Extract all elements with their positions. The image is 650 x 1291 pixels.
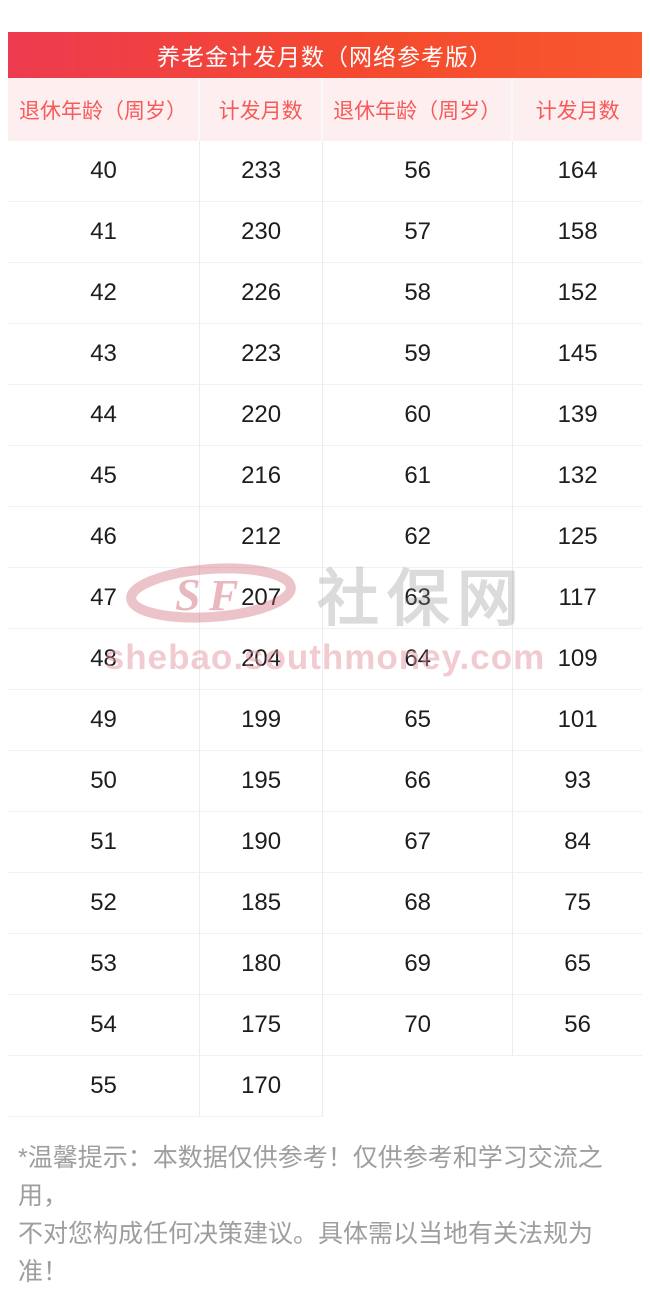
cell-retire-age: 47 bbox=[8, 568, 201, 629]
table-row: 45 216 61 132 bbox=[8, 446, 642, 507]
cell-months: 212 bbox=[200, 507, 324, 568]
cell-retire-age: 46 bbox=[8, 507, 201, 568]
cell-months: 145 bbox=[513, 324, 642, 385]
cell-months: 204 bbox=[200, 629, 324, 690]
table-body: 40 233 56 164 41 230 57 158 42 226 58 152 43 223 59 145… bbox=[8, 141, 642, 1117]
cell-months: 185 bbox=[200, 873, 324, 934]
table-row: 49 199 65 101 bbox=[8, 690, 642, 751]
table-row: 44 220 60 139 bbox=[8, 385, 642, 446]
cell-retire-age: 59 bbox=[323, 324, 514, 385]
table-row: 46 212 62 125 bbox=[8, 507, 642, 568]
cell-months: 84 bbox=[513, 812, 642, 873]
table-row: 52 185 68 75 bbox=[8, 873, 642, 934]
cell-months: 220 bbox=[200, 385, 324, 446]
cell-retire-age bbox=[323, 1056, 513, 1117]
disclaimer-line1: *温馨提示：本数据仅供参考！仅供参考和学习交流之用， bbox=[18, 1144, 603, 1210]
cell-retire-age: 57 bbox=[323, 202, 514, 263]
cell-retire-age: 49 bbox=[8, 690, 201, 751]
cell-retire-age: 42 bbox=[8, 263, 201, 324]
table-row: 51 190 67 84 bbox=[8, 812, 642, 873]
cell-retire-age: 51 bbox=[8, 812, 201, 873]
cell-months: 93 bbox=[513, 751, 642, 812]
cell-months: 230 bbox=[200, 202, 324, 263]
cell-retire-age: 60 bbox=[323, 385, 514, 446]
table-row: 47 207 63 117 bbox=[8, 568, 642, 629]
cell-retire-age: 68 bbox=[323, 873, 514, 934]
cell-months: 75 bbox=[513, 873, 642, 934]
table-row: 50 195 66 93 bbox=[8, 751, 642, 812]
table-row: 54 175 70 56 bbox=[8, 995, 642, 1056]
cell-months: 226 bbox=[200, 263, 324, 324]
cell-retire-age: 62 bbox=[323, 507, 514, 568]
cell-retire-age: 48 bbox=[8, 629, 201, 690]
cell-months: 139 bbox=[513, 385, 642, 446]
cell-retire-age: 64 bbox=[323, 629, 514, 690]
cell-retire-age: 43 bbox=[8, 324, 201, 385]
title-banner: 养老金计发月数（网络参考版） bbox=[8, 32, 642, 78]
cell-retire-age: 44 bbox=[8, 385, 201, 446]
cell-months bbox=[513, 1056, 642, 1117]
cell-retire-age: 52 bbox=[8, 873, 201, 934]
table-row: 48 204 64 109 bbox=[8, 629, 642, 690]
table-row: 53 180 69 65 bbox=[8, 934, 642, 995]
cell-retire-age: 41 bbox=[8, 202, 201, 263]
cell-months: 109 bbox=[513, 629, 642, 690]
cell-months: 164 bbox=[513, 141, 642, 202]
cell-retire-age: 66 bbox=[323, 751, 514, 812]
cell-months: 170 bbox=[200, 1056, 324, 1117]
cell-retire-age: 65 bbox=[323, 690, 514, 751]
cell-months: 195 bbox=[200, 751, 324, 812]
disclaimer-line2: 不对您构成任何决策建议。具体需以当地有关法规为准！ bbox=[18, 1220, 594, 1286]
cell-months: 180 bbox=[200, 934, 324, 995]
cell-months: 125 bbox=[513, 507, 642, 568]
cell-months: 223 bbox=[200, 324, 324, 385]
cell-months: 175 bbox=[200, 995, 324, 1056]
cell-months: 132 bbox=[513, 446, 642, 507]
cell-retire-age: 55 bbox=[8, 1056, 201, 1117]
table-row: 55 170 bbox=[8, 1056, 642, 1117]
cell-retire-age: 61 bbox=[323, 446, 514, 507]
cell-months: 199 bbox=[200, 690, 324, 751]
cell-months: 158 bbox=[513, 202, 642, 263]
table-header-row: 退休年龄（周岁） 计发月数 退休年龄（周岁） 计发月数 bbox=[8, 78, 642, 141]
page-title: 养老金计发月数（网络参考版） bbox=[157, 44, 493, 70]
header-cell-retire-age-right: 退休年龄（周岁） bbox=[323, 78, 514, 141]
cell-retire-age: 63 bbox=[323, 568, 514, 629]
cell-retire-age: 69 bbox=[323, 934, 514, 995]
cell-retire-age: 40 bbox=[8, 141, 201, 202]
table-row: 43 223 59 145 bbox=[8, 324, 642, 385]
table-row: 42 226 58 152 bbox=[8, 263, 642, 324]
table-row: 41 230 57 158 bbox=[8, 202, 642, 263]
cell-retire-age: 45 bbox=[8, 446, 201, 507]
cell-retire-age: 58 bbox=[323, 263, 514, 324]
cell-months: 65 bbox=[513, 934, 642, 995]
header-cell-months-left: 计发月数 bbox=[200, 78, 324, 141]
table-row: 40 233 56 164 bbox=[8, 141, 642, 202]
cell-months: 233 bbox=[200, 141, 324, 202]
cell-months: 56 bbox=[513, 995, 642, 1056]
cell-months: 101 bbox=[513, 690, 642, 751]
cell-months: 152 bbox=[513, 263, 642, 324]
pension-months-table: 退休年龄（周岁） 计发月数 退休年龄（周岁） 计发月数 40 233 56 164 41… bbox=[8, 78, 642, 1117]
cell-retire-age: 53 bbox=[8, 934, 201, 995]
cell-retire-age: 56 bbox=[323, 141, 514, 202]
cell-retire-age: 54 bbox=[8, 995, 201, 1056]
cell-months: 207 bbox=[200, 568, 324, 629]
cell-months: 117 bbox=[513, 568, 642, 629]
cell-months: 216 bbox=[200, 446, 324, 507]
cell-retire-age: 50 bbox=[8, 751, 201, 812]
header-cell-months-right: 计发月数 bbox=[535, 99, 620, 123]
cell-retire-age: 67 bbox=[323, 812, 514, 873]
cell-retire-age: 70 bbox=[323, 995, 514, 1056]
disclaimer: *温馨提示：本数据仅供参考！仅供参考和学习交流之用， 不对您构成任何决策建议。具… bbox=[8, 1139, 642, 1291]
header-cell-retire-age-left: 退休年龄（周岁） bbox=[8, 78, 201, 141]
cell-months: 190 bbox=[200, 812, 324, 873]
